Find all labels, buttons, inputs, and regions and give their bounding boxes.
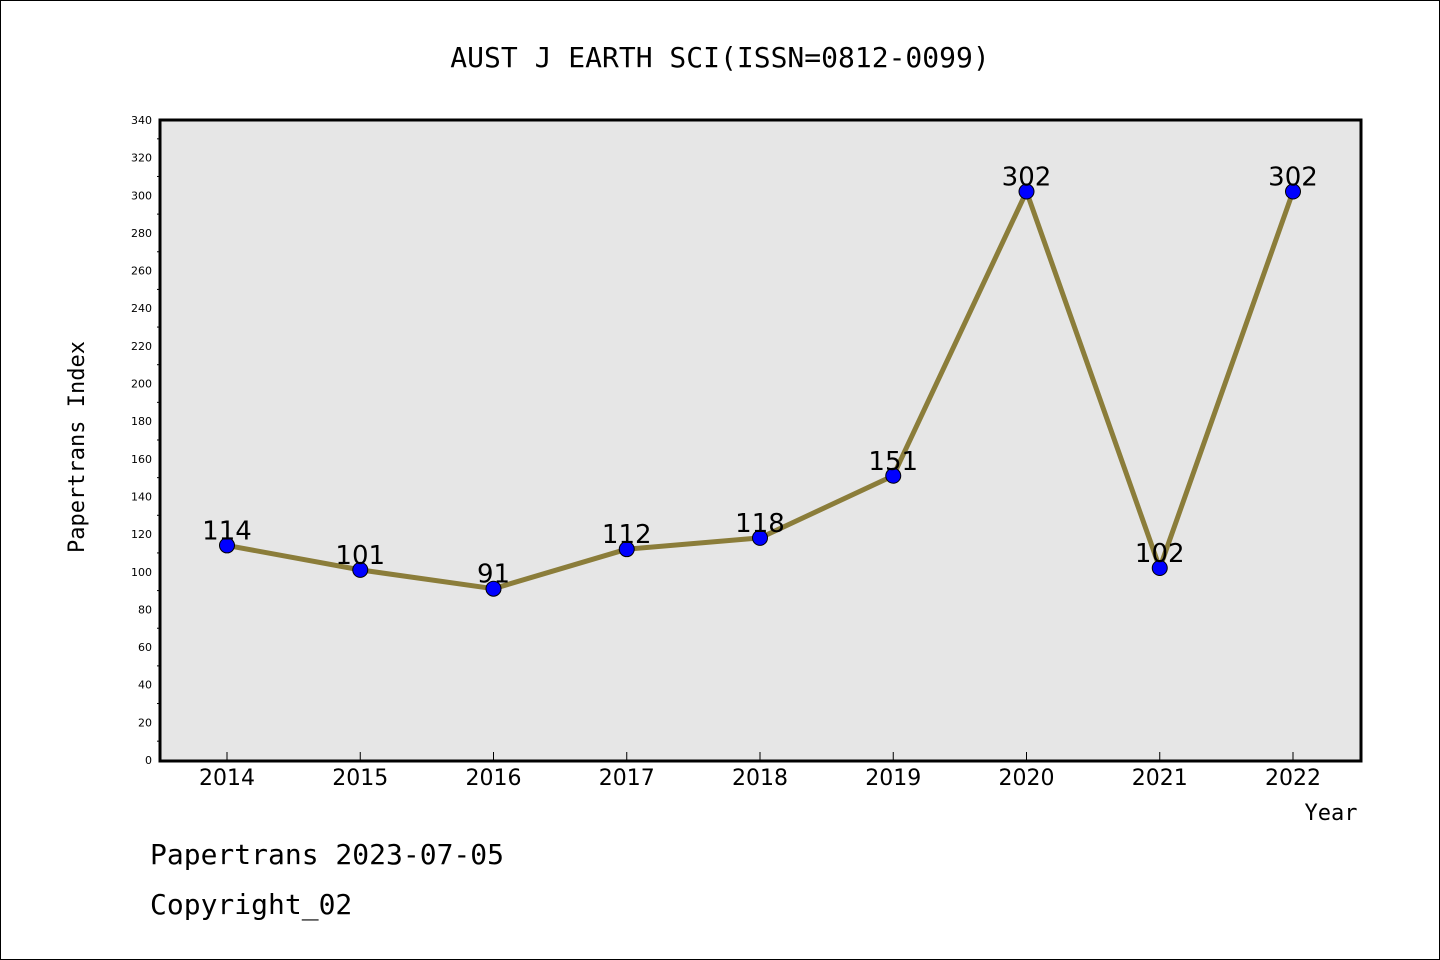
- y-axis: 0 20 40 60 80 100 120 140 160 180 200 220 240 260 280 3…: [131, 114, 160, 767]
- data-point: [885, 467, 902, 484]
- y-tick-label: 180: [131, 415, 152, 428]
- y-tick-label: 140: [131, 490, 152, 503]
- data-label: 91: [477, 560, 510, 590]
- data-point: [352, 561, 369, 578]
- data-point: [1151, 560, 1168, 576]
- y-tick-label: 60: [138, 641, 152, 654]
- y-tick-label: 120: [131, 528, 152, 541]
- data-point: [485, 580, 502, 597]
- x-axis: 2014 2015 2016 2017 2018 2019 2020 2021 2022: [199, 752, 1321, 791]
- y-tick-label: 200: [131, 378, 152, 391]
- chart-title: AUST J EARTH SCI(ISSN=0812-0099): [450, 41, 989, 74]
- y-axis-label: Papertrans Index: [65, 341, 90, 553]
- y-tick-label: 240: [131, 302, 152, 315]
- data-label: 302: [1268, 163, 1318, 193]
- plot-area: [158, 118, 1363, 763]
- data-point: [752, 529, 768, 546]
- data-label: 101: [335, 541, 385, 571]
- y-tick-label: 160: [131, 453, 152, 466]
- x-tick-label: 2022: [1265, 766, 1321, 791]
- x-tick-label: 2015: [332, 766, 388, 791]
- y-tick-label: 20: [138, 716, 152, 729]
- x-tick-label: 2020: [999, 766, 1055, 791]
- y-tick-label: 320: [131, 152, 152, 165]
- x-tick-label: 2018: [732, 766, 788, 791]
- x-tick-label: 2021: [1132, 766, 1188, 791]
- x-tick-label: 2016: [466, 766, 522, 791]
- y-tick-label: 340: [131, 114, 152, 127]
- footer-copyright: Copyright_02: [150, 888, 352, 922]
- y-tick-label: 300: [131, 189, 152, 202]
- data-label: 102: [1135, 539, 1185, 569]
- data-label: 302: [1002, 163, 1052, 193]
- y-tick-label: 280: [131, 227, 152, 240]
- x-tick-label: 2019: [865, 766, 921, 791]
- series-group: 114 101 91 112 118 151 302 102 302: [202, 163, 1318, 597]
- x-axis-label: Year: [1305, 801, 1358, 826]
- data-label: 118: [735, 509, 785, 539]
- data-point: [618, 541, 635, 558]
- y-tick-label: 80: [138, 603, 152, 616]
- data-point: [1285, 183, 1301, 200]
- y-tick-label: 0: [145, 754, 152, 767]
- data-label: 114: [202, 516, 252, 546]
- y-tick-label: 40: [138, 679, 152, 692]
- data-point: [219, 537, 235, 554]
- data-label: 151: [868, 447, 918, 477]
- footer-date: Papertrans 2023-07-05: [150, 838, 504, 871]
- data-label: 112: [602, 520, 652, 550]
- x-tick-label: 2014: [199, 766, 255, 791]
- y-tick-label: 220: [131, 340, 152, 353]
- x-tick-label: 2017: [599, 766, 655, 791]
- data-point: [1018, 183, 1035, 200]
- y-tick-label: 100: [131, 566, 152, 579]
- y-tick-label: 260: [131, 265, 152, 278]
